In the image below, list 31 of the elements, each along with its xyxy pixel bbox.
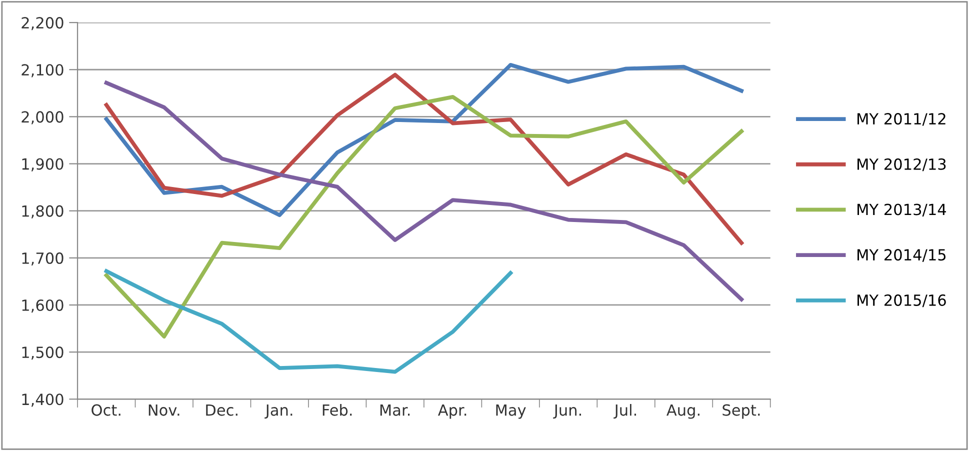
y-tick-label: 1,500 [22,346,64,360]
x-tick-label: May [496,404,526,419]
line-series [104,94,744,338]
x-tick-label: Oct. [92,404,120,416]
x-tick-label: Nov. [148,404,180,416]
x-tick-label: Jun. [553,404,581,419]
y-tick-label: 1,900 [22,158,64,172]
legend-label: MY 2011/12 [858,113,946,126]
y-tick-label: 1,700 [22,252,64,266]
x-tick-label: Apr. [438,404,466,419]
x-tick-label: Jan. [264,404,292,419]
y-tick-label: 2,000 [22,111,64,124]
y-tick-label: 1,600 [22,299,64,313]
x-tick-label: Mar. [380,404,410,416]
line-series [104,72,744,245]
x-tick-label: Aug. [666,404,700,419]
legend-label: MY 2013/14 [858,204,946,216]
legend-label: MY 2014/15 [858,249,946,262]
line-series [104,62,744,218]
x-tick-label: Jul. [614,404,636,419]
x-tick-label: Sept. [722,404,760,419]
line-series [104,269,512,374]
y-tick-label: 1,400 [22,394,64,407]
y-tick-label: 2,100 [22,64,64,78]
x-tick-label: Feb. [322,404,352,416]
legend-label: MY 2015/16 [858,294,946,308]
line-series [104,80,744,302]
y-tick-label: 2,200 [22,17,64,30]
legend-label: MY 2012/13 [858,158,946,172]
y-tick-label: 1,800 [22,205,64,218]
x-tick-label: Dec. [206,404,238,416]
